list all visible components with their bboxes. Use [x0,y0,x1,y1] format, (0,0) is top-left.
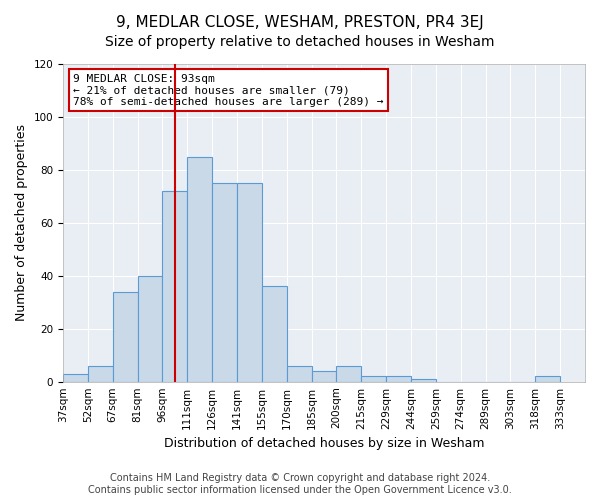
Y-axis label: Number of detached properties: Number of detached properties [15,124,28,322]
Bar [237,183,262,382]
Text: Size of property relative to detached houses in Wesham: Size of property relative to detached ho… [105,35,495,49]
Text: 9, MEDLAR CLOSE, WESHAM, PRESTON, PR4 3EJ: 9, MEDLAR CLOSE, WESHAM, PRESTON, PR4 3E… [116,15,484,30]
Bar [535,376,560,382]
Bar [187,156,212,382]
X-axis label: Distribution of detached houses by size in Wesham: Distribution of detached houses by size … [164,437,484,450]
Bar [63,374,88,382]
Bar [137,276,163,382]
Bar [361,376,386,382]
Bar [113,292,137,382]
Bar [262,286,287,382]
Bar [163,191,187,382]
Bar [386,376,411,382]
Bar [411,379,436,382]
Bar [311,371,337,382]
Bar [212,183,237,382]
Text: 9 MEDLAR CLOSE: 93sqm
← 21% of detached houses are smaller (79)
78% of semi-deta: 9 MEDLAR CLOSE: 93sqm ← 21% of detached … [73,74,384,106]
Bar [287,366,311,382]
Text: Contains HM Land Registry data © Crown copyright and database right 2024.
Contai: Contains HM Land Registry data © Crown c… [88,474,512,495]
Bar [337,366,361,382]
Bar [88,366,113,382]
